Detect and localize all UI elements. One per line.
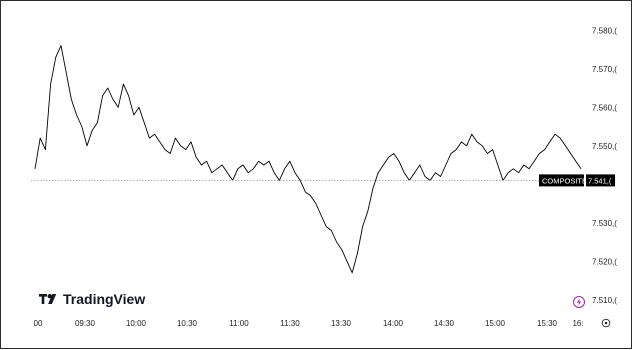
lightning-icon[interactable] <box>573 296 585 308</box>
x-tick-label: 15:30 <box>537 319 558 328</box>
x-tick-label: 10:00 <box>126 319 147 328</box>
x-axis: 00 09:30 10:00 10:30 11:00 11:30 13:30 14:00 14:… <box>34 319 584 328</box>
line-layer <box>34 45 582 274</box>
y-tick-label: 7.550,( <box>592 142 617 151</box>
y-tick-label: 7.560,( <box>592 103 617 112</box>
x-tick-label: 11:00 <box>229 319 249 328</box>
series-line-composite <box>34 45 582 274</box>
badge-value-label: 7.541,( <box>588 176 612 185</box>
last-price-badge: COMPOSITE 7.541,( <box>539 174 615 187</box>
x-tick-label: 09:30 <box>75 319 96 328</box>
x-tick-label: 13:30 <box>331 319 352 328</box>
y-tick-label: 7.520,( <box>592 257 617 266</box>
settings-icon[interactable] <box>601 318 611 328</box>
y-axis: 7.580,( 7.570,( 7.560,( 7.550,( 7.530,( 7.520… <box>592 26 617 305</box>
y-tick-label: 7.580,( <box>592 26 617 35</box>
badge-series-label: COMPOSITE <box>542 176 587 185</box>
x-tick-label: 14:00 <box>383 319 404 328</box>
x-tick-label: 16: <box>572 319 583 328</box>
x-tick-label: 10:30 <box>177 319 198 328</box>
x-tick-label: 15:00 <box>485 319 506 328</box>
badge-value-background <box>586 174 615 187</box>
y-tick-label: 7.510,( <box>592 296 617 305</box>
brand-name: TradingView <box>63 291 145 307</box>
tradingview-watermark[interactable]: TradingView <box>39 291 145 307</box>
x-tick-label: 14:30 <box>434 319 455 328</box>
badge-label-background <box>539 174 584 187</box>
y-tick-label: 7.570,( <box>592 65 617 74</box>
x-tick-label: 00 <box>34 319 43 328</box>
x-tick-label: 11:30 <box>280 319 300 328</box>
y-tick-label: 7.530,( <box>592 219 617 228</box>
tradingview-logo-icon <box>39 294 57 304</box>
